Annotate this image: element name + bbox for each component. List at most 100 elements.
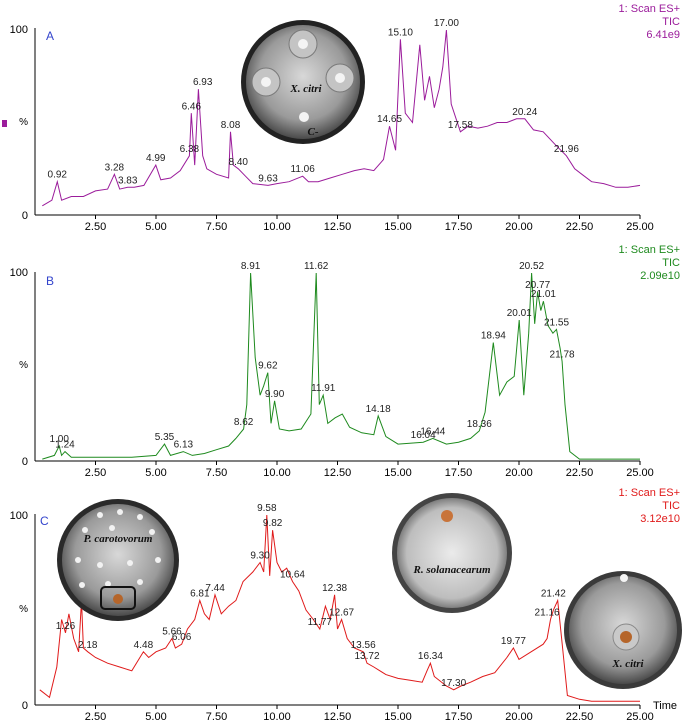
peak-label: 14.65 bbox=[377, 114, 402, 125]
peak-label: 9.58 bbox=[257, 503, 277, 514]
panel-b: B 1: Scan ES+ TIC 2.09e10 100 0 % 2.50 5.… bbox=[10, 244, 680, 479]
x-tick-label: 12.50 bbox=[324, 221, 352, 233]
peak-label: 20.01 bbox=[507, 308, 532, 319]
panel-a-y-label: % bbox=[19, 117, 28, 128]
panel-b-trace bbox=[42, 272, 640, 460]
panel-b-scan-mode: 1: Scan ES+ bbox=[619, 244, 680, 256]
peak-label: 21.78 bbox=[550, 349, 575, 360]
colony bbox=[441, 510, 453, 522]
peak-label: 15.10 bbox=[388, 27, 413, 38]
panel-c-label: C bbox=[40, 514, 49, 528]
x-tick-label: 17.50 bbox=[445, 467, 473, 479]
x-tick-label: 2.50 bbox=[85, 221, 106, 233]
x-tick-label: 10.00 bbox=[263, 221, 291, 233]
panel-a-marker bbox=[2, 120, 7, 127]
x-tick-label: 20.00 bbox=[505, 711, 533, 723]
dish-agar bbox=[246, 25, 360, 139]
peak-label: 3.28 bbox=[105, 162, 125, 173]
x-tick-label: 22.50 bbox=[566, 221, 594, 233]
panel-a: A 1: Scan ES+ TIC 6.41e9 100 0 % 2.50 5.0… bbox=[2, 3, 680, 233]
peak-label: 20.77 bbox=[525, 280, 550, 291]
panel-a-intensity: 6.41e9 bbox=[646, 29, 680, 41]
peak-label: 13.72 bbox=[355, 651, 380, 662]
peak-label: 17.30 bbox=[441, 678, 466, 689]
panel-b-ytick-max: 100 bbox=[10, 267, 28, 279]
peak-label: 3.83 bbox=[118, 175, 138, 186]
x-tick-label: 20.00 bbox=[505, 467, 533, 479]
x-tick-label: 2.50 bbox=[85, 711, 106, 723]
peak-label: 5.35 bbox=[155, 432, 175, 443]
peak-label: 13.56 bbox=[351, 640, 376, 651]
x-tick-label: 22.50 bbox=[566, 711, 594, 723]
x-tick-label: 7.50 bbox=[206, 221, 227, 233]
dish-agar bbox=[62, 504, 174, 616]
panel-a-trace-type: TIC bbox=[662, 16, 680, 28]
panel-c-inset-dish-x-citri: X. citri bbox=[564, 571, 682, 689]
peak-label: 21.01 bbox=[531, 289, 556, 300]
x-tick-label: 5.00 bbox=[145, 467, 166, 479]
peak-label: 8.62 bbox=[234, 417, 254, 428]
panel-b-trace-type: TIC bbox=[662, 257, 680, 269]
sample-disc bbox=[261, 77, 271, 87]
dish-agar bbox=[397, 498, 507, 608]
x-tick-label: 12.50 bbox=[324, 467, 352, 479]
peak-label: 9.63 bbox=[258, 173, 278, 184]
peak-label: 17.00 bbox=[434, 18, 459, 29]
peak-label: 10.64 bbox=[280, 570, 305, 581]
peak-label: 16.44 bbox=[420, 426, 445, 437]
peak-label: 1.26 bbox=[56, 621, 76, 632]
peak-label: 8.08 bbox=[221, 120, 241, 131]
x-tick-label: 15.00 bbox=[384, 221, 412, 233]
panel-c-scan-mode: 1: Scan ES+ bbox=[619, 487, 680, 499]
peak-label: 1.24 bbox=[55, 440, 75, 451]
x-tick-label: 15.00 bbox=[384, 467, 412, 479]
dish-label-x-citri: X. citri bbox=[289, 83, 322, 95]
x-tick-label: 5.00 bbox=[145, 711, 166, 723]
colony bbox=[620, 631, 632, 643]
peak-label: 6.38 bbox=[180, 144, 200, 155]
sample-disc bbox=[335, 73, 345, 83]
peak-label: 9.82 bbox=[263, 518, 283, 529]
peak-label: 1.00 bbox=[49, 434, 69, 445]
peak-label: 11.62 bbox=[304, 261, 329, 272]
panel-c-y-label: % bbox=[19, 604, 28, 615]
peak-label: 16.04 bbox=[411, 430, 436, 441]
panel-a-scan-mode: 1: Scan ES+ bbox=[619, 3, 680, 15]
x-tick-label: 7.50 bbox=[206, 467, 227, 479]
dish-label-p-carotovorum: P. carotovorum bbox=[84, 533, 153, 545]
x-tick-label: 5.00 bbox=[145, 221, 166, 233]
peak-label: 6.46 bbox=[182, 101, 202, 112]
peak-label: 8.91 bbox=[241, 261, 261, 272]
x-tick-label: 22.50 bbox=[566, 467, 594, 479]
x-tick-label: 12.50 bbox=[324, 711, 352, 723]
x-tick-label: 25.00 bbox=[626, 711, 654, 723]
panel-a-label: A bbox=[46, 29, 54, 43]
peak-label: 11.06 bbox=[291, 164, 316, 175]
peak-label: 6.13 bbox=[174, 440, 194, 451]
panel-a-inset-dish: X. citri C- bbox=[241, 20, 365, 144]
peak-label: 12.67 bbox=[329, 608, 354, 619]
dish-label-r-solanacearum: R. solanacearum bbox=[412, 564, 490, 576]
x-tick-label: 25.00 bbox=[626, 467, 654, 479]
x-tick-label: 2.50 bbox=[85, 467, 106, 479]
panel-c: C 1: Scan ES+ TIC 3.12e10 100 0 % 2.50 5.… bbox=[10, 487, 682, 723]
peak-label: 20.52 bbox=[519, 261, 544, 272]
peak-label: 11.77 bbox=[308, 617, 333, 628]
peak-label: 4.48 bbox=[134, 640, 154, 651]
dish-label-x-citri: X. citri bbox=[611, 658, 644, 670]
panel-b-ytick-min: 0 bbox=[22, 456, 28, 468]
x-tick-label: 10.00 bbox=[263, 711, 291, 723]
peak-label: 6.81 bbox=[190, 589, 210, 600]
colony bbox=[113, 594, 123, 604]
panel-c-ytick-min: 0 bbox=[22, 700, 28, 712]
x-tick-label: 17.50 bbox=[445, 711, 473, 723]
panel-c-trace-type: TIC bbox=[662, 500, 680, 512]
peak-label: 21.55 bbox=[544, 317, 569, 328]
peak-label: 14.18 bbox=[366, 404, 391, 415]
peak-label: 0.92 bbox=[48, 170, 68, 181]
peak-label: 18.36 bbox=[467, 419, 492, 430]
peak-label: 8.40 bbox=[229, 157, 249, 168]
panel-c-inset-dish-p-carotovorum: P. carotovorum bbox=[57, 499, 179, 621]
peak-label: 6.93 bbox=[193, 77, 213, 88]
